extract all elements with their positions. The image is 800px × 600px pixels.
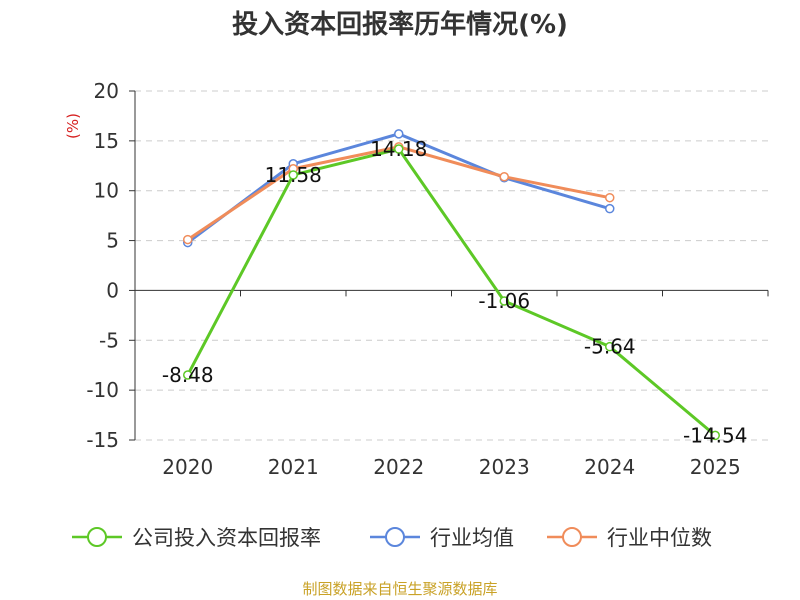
- legend-marker: [87, 527, 107, 547]
- legend-label: 公司投入资本回报率: [132, 526, 321, 550]
- y-tick-label: -15: [86, 428, 119, 452]
- data-point: [394, 144, 404, 154]
- y-tick-label: 0: [106, 278, 119, 302]
- data-point: [605, 341, 615, 352]
- data-point: [183, 370, 193, 380]
- data-point: [394, 129, 404, 139]
- data-point: [499, 172, 509, 182]
- series-line: [186, 147, 717, 437]
- x-tick-label: 2024: [584, 455, 635, 479]
- x-tick-label: 2025: [690, 455, 741, 479]
- data-point: [605, 203, 615, 214]
- data-label: -8.48: [162, 363, 214, 387]
- y-tick-label: -5: [99, 328, 119, 352]
- data-label: 14.18: [370, 137, 427, 161]
- data-label: 11.58: [265, 163, 322, 187]
- data-point: [499, 296, 509, 306]
- data-point: [710, 430, 720, 441]
- data-label: -5.64: [584, 335, 636, 359]
- y-tick-label: 20: [94, 79, 119, 103]
- legend-label: 行业中位数: [607, 526, 712, 550]
- data-point: [288, 170, 298, 180]
- legend-marker: [562, 527, 582, 547]
- legend-marker: [385, 527, 405, 547]
- y-tick-label: 15: [94, 129, 119, 153]
- x-tick-label: 2022: [373, 455, 424, 479]
- x-tick-label: 2023: [479, 455, 530, 479]
- y-axis-label: (%): [64, 113, 82, 139]
- y-tick-label: 10: [94, 179, 119, 203]
- data-label: -1.06: [478, 289, 530, 313]
- chart-title: 投入资本回报率历年情况(%): [232, 10, 568, 40]
- y-tick-label: -10: [86, 378, 119, 402]
- data-source-note: 制图数据来自恒生聚源数据库: [302, 580, 498, 598]
- y-tick-label: 5: [106, 229, 119, 253]
- legend-label: 行业均值: [430, 526, 514, 550]
- data-point: [605, 192, 615, 203]
- x-tick-label: 2021: [268, 455, 319, 479]
- data-point: [183, 234, 193, 245]
- data-label: -14.54: [683, 423, 747, 447]
- x-tick-label: 2020: [162, 455, 213, 479]
